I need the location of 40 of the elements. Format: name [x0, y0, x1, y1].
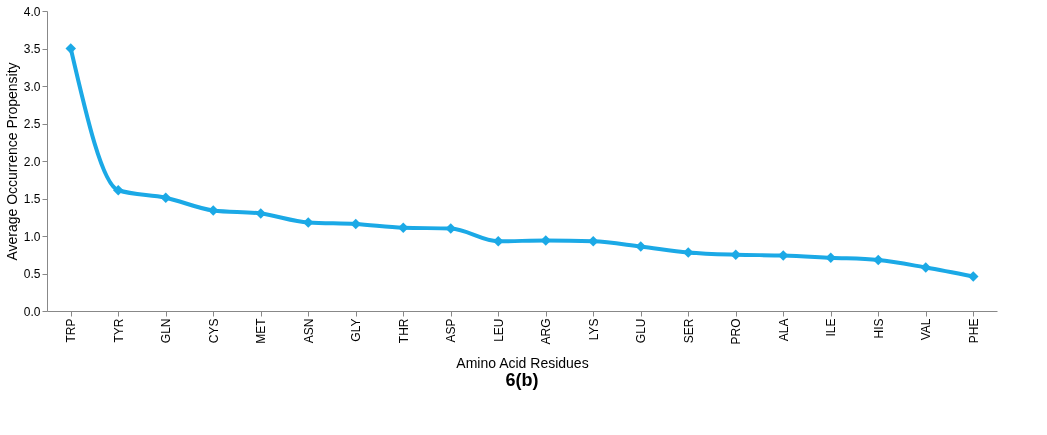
x-tick-label: LYS: [586, 318, 601, 341]
x-tick-label: PHE: [966, 318, 981, 344]
x-tick-label: TYR: [111, 318, 126, 343]
point: [160, 192, 171, 203]
y-tick-label: 4.0: [23, 4, 41, 19]
y-axis-title: Average Occurrence Propensity: [3, 62, 20, 261]
x-tick-label: GLU: [634, 318, 649, 344]
y-tick-label: 3.5: [23, 42, 41, 56]
x-tick-label: VAL: [919, 318, 934, 341]
point: [65, 43, 76, 54]
text: 6(b): [505, 370, 539, 390]
y-tick-label: 0.0: [23, 304, 41, 319]
x-tick-label: ASN: [301, 318, 316, 344]
x-tick-label: ARG: [539, 318, 554, 345]
point: [255, 208, 266, 219]
y-tick-label: 2.5: [23, 117, 41, 131]
x-tick-label: MET: [254, 317, 269, 344]
x-tick-label: LEU: [491, 318, 506, 342]
y-tick-label: 1.5: [23, 192, 41, 206]
y-tick-label: 1.0: [23, 229, 41, 244]
y-tick-label: 0.5: [23, 267, 41, 281]
x-tick-label: ASP: [444, 318, 459, 343]
point: [350, 218, 361, 230]
y-tick-label: 3.0: [23, 79, 41, 94]
point: [873, 254, 884, 266]
x-tick-label: CYS: [206, 318, 221, 344]
x-axis-title: Amino Acid Residues: [456, 354, 589, 371]
x-tick-label: HIS: [871, 318, 886, 339]
point: [920, 262, 931, 273]
x-tick-label: TRP: [64, 318, 79, 343]
x-tick-label: THR: [396, 318, 411, 344]
y-tick-label: 2.0: [23, 154, 41, 169]
x-tick-label: PRO: [729, 318, 744, 345]
point: [113, 185, 124, 196]
x-tick-label: GLY: [349, 318, 364, 342]
x-tick-label: ILE: [824, 318, 839, 337]
x-tick-label: GLN: [159, 318, 174, 344]
x-tick-label: SER: [681, 318, 696, 344]
point: [968, 271, 979, 282]
x-tick-label: ALA: [776, 318, 791, 342]
